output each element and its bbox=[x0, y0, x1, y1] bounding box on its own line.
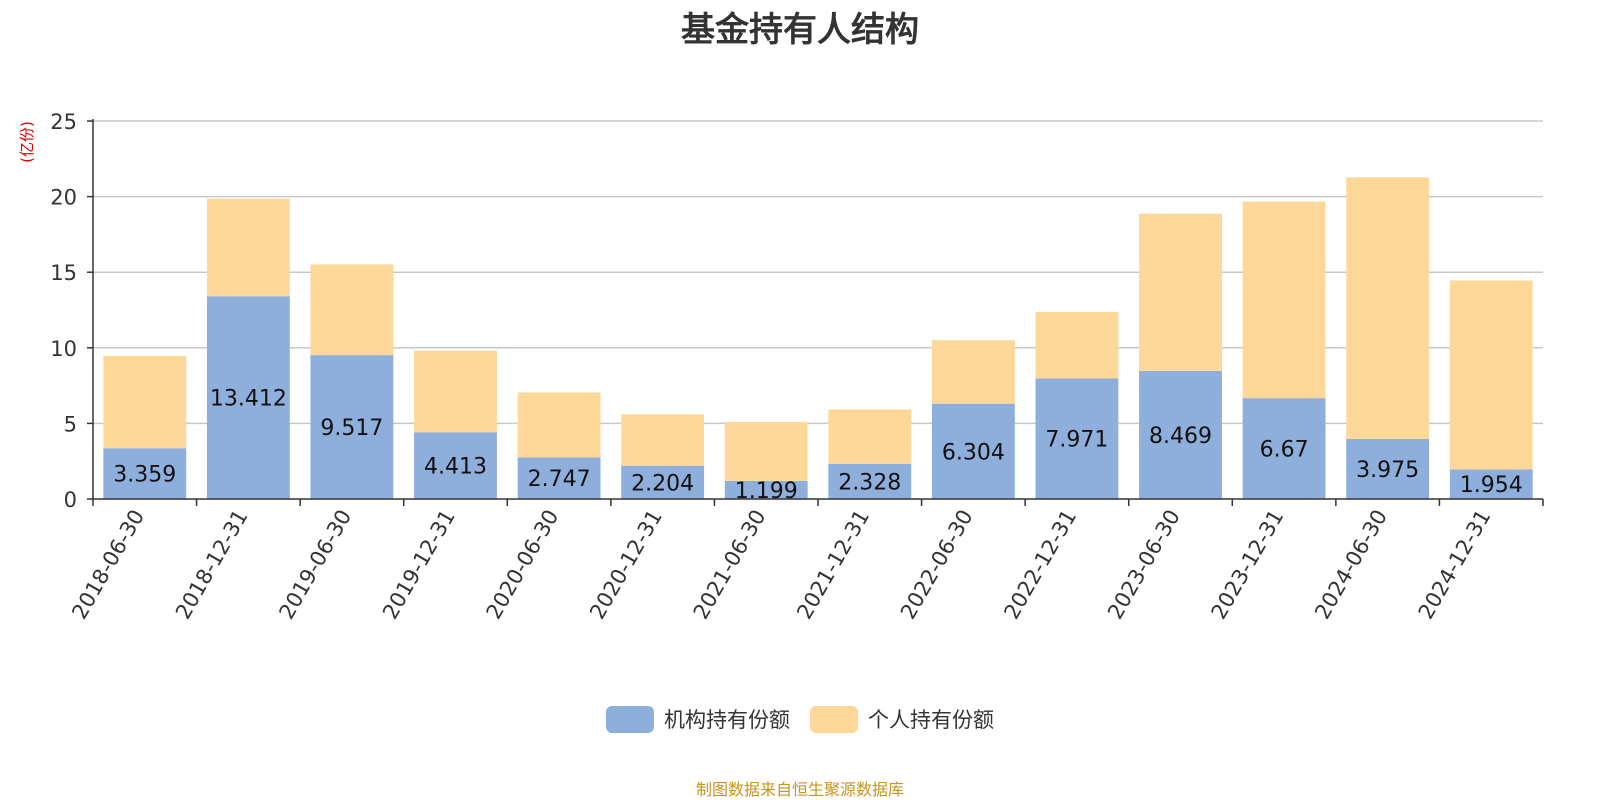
data-label: 9.517 bbox=[320, 416, 383, 441]
y-tick-label: 15 bbox=[50, 261, 77, 285]
x-tick-label: 2024-12-31 bbox=[1414, 506, 1496, 624]
data-label: 7.971 bbox=[1045, 428, 1108, 453]
bar-segment bbox=[1035, 378, 1119, 499]
bar-segment bbox=[724, 421, 808, 481]
bar-segment bbox=[206, 198, 290, 297]
data-label: 1.199 bbox=[735, 479, 798, 504]
bar-segment bbox=[1346, 177, 1430, 439]
bar-segment bbox=[621, 465, 705, 499]
bar-segment bbox=[517, 457, 601, 499]
x-tick-label: 2022-06-30 bbox=[896, 506, 978, 624]
y-axis-label: (亿份) bbox=[18, 121, 36, 163]
x-tick-label: 2020-12-31 bbox=[585, 506, 667, 624]
legend-item-institutional[interactable]: 机构持有份额 bbox=[606, 704, 790, 734]
x-tick-label: 2020-06-30 bbox=[482, 506, 564, 624]
y-tick-label: 10 bbox=[50, 337, 77, 361]
y-tick-label: 5 bbox=[64, 412, 77, 436]
chart-title: 基金持有人结构 bbox=[681, 10, 919, 50]
bar-segment bbox=[206, 296, 290, 499]
x-tick-label: 2021-06-30 bbox=[689, 506, 771, 624]
source-note: 制图数据来自恒生聚源数据库 bbox=[695, 780, 904, 799]
data-label: 3.359 bbox=[113, 463, 176, 488]
data-label: 2.747 bbox=[528, 467, 591, 492]
data-label: 1.954 bbox=[1460, 473, 1523, 498]
y-tick-label: 0 bbox=[64, 488, 77, 512]
legend-swatch bbox=[810, 705, 858, 733]
bar-segment bbox=[310, 264, 394, 356]
data-label: 4.413 bbox=[424, 455, 487, 480]
data-label: 13.412 bbox=[210, 387, 287, 412]
data-label: 2.328 bbox=[838, 470, 901, 495]
bar-segment bbox=[828, 409, 912, 464]
data-label: 3.975 bbox=[1356, 458, 1419, 483]
bar-segment bbox=[1139, 370, 1222, 499]
bar-segment bbox=[517, 392, 601, 458]
data-labels: 3.359 13.412 9.517 4.413 2.747 2.204 1.199 2.32… bbox=[113, 387, 1522, 504]
x-tick-label: 2018-12-31 bbox=[171, 506, 253, 624]
bar-segment bbox=[1242, 398, 1326, 499]
x-tick-label: 2021-12-31 bbox=[792, 506, 874, 624]
legend-label: 机构持有份额 bbox=[664, 708, 790, 732]
bar-segment bbox=[1139, 213, 1222, 371]
bars bbox=[103, 177, 1533, 499]
x-tick-label: 2019-06-30 bbox=[274, 506, 356, 624]
data-label: 6.67 bbox=[1260, 438, 1309, 463]
data-label: 6.304 bbox=[942, 440, 1005, 465]
bar-segment bbox=[414, 432, 497, 499]
x-tick-label: 2022-12-31 bbox=[999, 506, 1081, 624]
bar-segment bbox=[310, 355, 394, 499]
bar-segment bbox=[1035, 311, 1119, 379]
bar-segment bbox=[103, 355, 187, 449]
x-tick-label: 2023-12-31 bbox=[1207, 506, 1289, 624]
bar-segment bbox=[1346, 438, 1430, 499]
x-tick-label: 2019-12-31 bbox=[378, 506, 460, 624]
bar-segment bbox=[414, 350, 497, 433]
bar-segment bbox=[1242, 201, 1326, 399]
legend-item-individual[interactable]: 个人持有份额 bbox=[810, 704, 994, 734]
bar-segment bbox=[931, 340, 1015, 404]
legend-label: 个人持有份额 bbox=[868, 708, 994, 732]
bar-segment bbox=[621, 414, 705, 466]
data-label: 8.469 bbox=[1149, 424, 1212, 449]
bar-segment bbox=[931, 403, 1015, 499]
y-tick-label: 25 bbox=[50, 110, 77, 134]
bar-segment bbox=[103, 448, 187, 499]
legend: 机构持有份额 个人持有份额 bbox=[0, 704, 1600, 734]
y-tick-label: 20 bbox=[50, 186, 77, 210]
x-tick-label: 2024-06-30 bbox=[1310, 506, 1392, 624]
bar-segment bbox=[1449, 280, 1533, 470]
x-tick-label: 2023-06-30 bbox=[1103, 506, 1185, 624]
bar-segment bbox=[724, 480, 808, 499]
data-label: 2.204 bbox=[631, 471, 694, 496]
legend-swatch bbox=[606, 705, 654, 733]
bar-segment bbox=[1449, 469, 1533, 499]
x-tick-label: 2018-06-30 bbox=[67, 506, 149, 624]
bar-segment bbox=[828, 463, 912, 499]
